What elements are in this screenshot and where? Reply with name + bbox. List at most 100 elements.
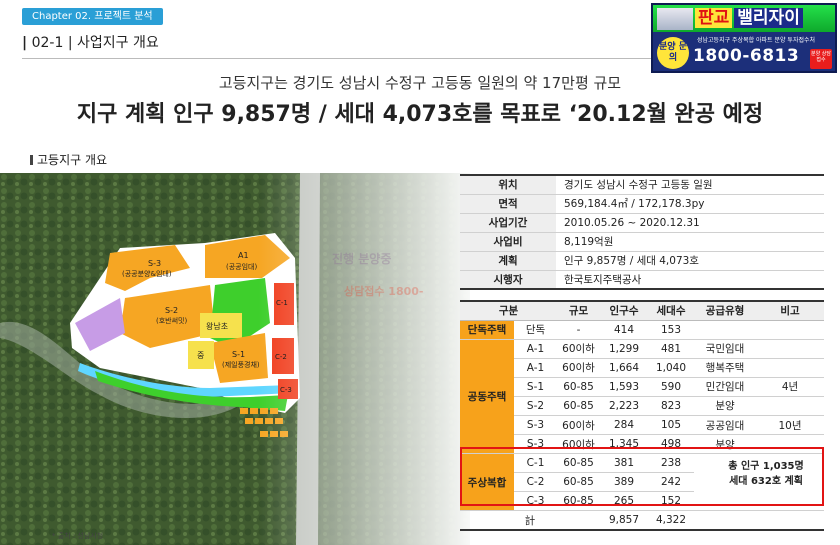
col-header: 규모 bbox=[557, 300, 600, 321]
section-title: | 02-1 | 사업지구 개요 bbox=[22, 32, 159, 52]
header-divider bbox=[22, 58, 818, 59]
col-header: 인구수 bbox=[600, 300, 648, 321]
row-note: 10년 bbox=[756, 415, 824, 436]
row-pop: 1,593 bbox=[600, 377, 648, 397]
map-label-s2-sub: (호반써밋) bbox=[156, 316, 187, 325]
map-label-a1-sub: (공공임대) bbox=[226, 263, 257, 271]
col-header: 구분 bbox=[460, 300, 557, 321]
row-note bbox=[756, 396, 824, 416]
row-name: C-2 bbox=[514, 472, 557, 493]
ad-brand-part-1: 판교 bbox=[695, 8, 733, 28]
map-label-s1: S-1 bbox=[232, 350, 245, 359]
info-row: 사업기간 2010.05.26 ~ 2020.12.31 bbox=[460, 213, 824, 233]
info-table: 위치 경기도 성남시 수정구 고등동 일원 면적 569,184.4㎡ / 172,1… bbox=[460, 174, 824, 290]
ad-banner[interactable]: 판교 밸리자이 성남고등지구 주상복합 아파트 분양 투자접수처 분양 문의 18… bbox=[651, 3, 837, 73]
ad-brand: 판교 밸리자이 bbox=[695, 7, 803, 30]
info-value: 경기도 성남시 수정구 고등동 일원 bbox=[556, 174, 824, 195]
row-size: - bbox=[557, 320, 600, 340]
ad-phone[interactable]: 1800-6813 bbox=[693, 46, 800, 66]
map-label-middle: 중 bbox=[197, 351, 204, 360]
row-note: 4년 bbox=[756, 377, 824, 397]
row-size: 60-85 bbox=[557, 396, 600, 416]
overview-label: 고등지구 개요 bbox=[30, 151, 107, 168]
row-size: 60-85 bbox=[557, 453, 600, 474]
ad-brand-part-2: 밸리자이 bbox=[734, 8, 803, 28]
row-type: 행복주택 bbox=[694, 358, 756, 378]
map-label-s3: S-3 bbox=[148, 259, 161, 268]
watermark: 진행 분양중 bbox=[332, 252, 392, 266]
supply-row: S-3 60이하 284 105 공공임대 10년 bbox=[460, 415, 824, 436]
row-note bbox=[756, 358, 824, 378]
supply-row: C-3 60-85 265 152 bbox=[460, 491, 824, 512]
section-bar: | bbox=[22, 35, 28, 51]
map-label-school: 왕남초 bbox=[206, 322, 228, 331]
section-number: 02-1 bbox=[31, 35, 64, 51]
supply-row: S-1 60-85 1,593 590 민간임대 4년 bbox=[460, 377, 824, 397]
row-pop: 2,223 bbox=[600, 396, 648, 416]
info-value: 인구 9,857명 / 세대 4,073호 bbox=[556, 251, 824, 271]
info-row: 계획 인구 9,857명 / 세대 4,073호 bbox=[460, 251, 824, 271]
row-pop: 1,664 bbox=[600, 358, 648, 378]
row-units: 590 bbox=[648, 377, 694, 397]
info-row: 시행자 한국토지주택공사 bbox=[460, 270, 824, 290]
row-type: 국민임대 bbox=[694, 339, 756, 359]
row-units: 152 bbox=[648, 491, 694, 512]
total-pop: 9,857 bbox=[600, 510, 648, 532]
total-empty bbox=[694, 510, 824, 532]
info-key: 위치 bbox=[460, 174, 556, 195]
row-name: C-3 bbox=[514, 491, 557, 512]
overview-label-text: 고등지구 개요 bbox=[37, 153, 108, 167]
row-name: 단독 bbox=[514, 320, 557, 340]
row-units: 823 bbox=[648, 396, 694, 416]
row-pop: 414 bbox=[600, 320, 648, 340]
row-size: 60-85 bbox=[557, 491, 600, 512]
row-size: 60-85 bbox=[557, 377, 600, 397]
info-key: 사업기간 bbox=[460, 213, 556, 233]
row-pop: 381 bbox=[600, 453, 648, 474]
row-size: 60이하 bbox=[557, 339, 600, 359]
supply-row: 단독주택 단독 -414 153 bbox=[460, 320, 824, 340]
map-label-c1: C-1 bbox=[276, 299, 288, 307]
row-type: 민간임대 bbox=[694, 377, 756, 397]
row-note bbox=[756, 434, 824, 455]
total-units: 4,322 bbox=[648, 510, 694, 532]
supply-table-body: 단독주택 단독 -414 153 공동주택 A-1 60이하 1,299 481 국민임대 A-1 6… bbox=[460, 320, 824, 532]
row-units: 105 bbox=[648, 415, 694, 436]
building-icon bbox=[657, 8, 693, 30]
group-cell: 단독주택 bbox=[460, 320, 514, 340]
supply-header-row: 구분 규모 인구수 세대수 공급유형 비고 bbox=[460, 300, 824, 321]
mixed-note-cell bbox=[694, 453, 824, 512]
supply-row: C-2 60-85 389 242 bbox=[460, 472, 824, 493]
mixed-note-line-1: 총 인구 1,035명 bbox=[728, 461, 804, 472]
label-mark bbox=[30, 155, 33, 165]
sub-headline: 고등지구는 경기도 성남시 수정구 고등동 일원의 약 17만평 규모 bbox=[218, 74, 622, 92]
row-size: 60이하 bbox=[557, 434, 600, 455]
row-name: A-1 bbox=[514, 358, 557, 378]
map-label-s2: S-2 bbox=[165, 306, 178, 315]
ad-question-badge: 분양 문의 bbox=[657, 37, 689, 69]
row-type: 공공임대 bbox=[694, 415, 756, 436]
row-pop: 1,345 bbox=[600, 434, 648, 455]
ad-stamp: 분양 상담 접수 bbox=[810, 49, 832, 69]
col-header: 공급유형 bbox=[694, 300, 756, 321]
row-units: 153 bbox=[648, 320, 694, 340]
info-value: 한국토지주택공사 bbox=[556, 270, 824, 290]
map-label-s3-sub: (공공분양&임대) bbox=[122, 270, 172, 278]
row-name: A-1 bbox=[514, 339, 557, 359]
row-name: S-3 bbox=[514, 434, 557, 455]
supply-row: 주상복합 C-1 60-85 381 238 bbox=[460, 453, 824, 512]
row-name: S-3 bbox=[514, 415, 557, 436]
info-key: 사업비 bbox=[460, 232, 556, 252]
row-note bbox=[756, 339, 824, 359]
main-headline: 지구 계획 인구 9,857명 / 세대 4,073호를 목표로 ‘20.12월… bbox=[76, 102, 764, 127]
supply-row: S-2 60-85 2,223 823 분양 bbox=[460, 396, 824, 416]
row-pop: 284 bbox=[600, 415, 648, 436]
mixed-use-note: 총 인구 1,035명 세대 632호 계획 bbox=[716, 459, 816, 489]
info-value: 8,119억원 bbox=[556, 232, 824, 252]
row-units: 242 bbox=[648, 472, 694, 493]
row-pop: 1,299 bbox=[600, 339, 648, 359]
row-size: 60이하 bbox=[557, 358, 600, 378]
col-header: 세대수 bbox=[648, 300, 694, 321]
info-key: 계획 bbox=[460, 251, 556, 271]
district-map: S-3 (공공분양&임대) A1 (공공임대) S-2 (호반써밋) 왕남초 중… bbox=[0, 173, 470, 545]
